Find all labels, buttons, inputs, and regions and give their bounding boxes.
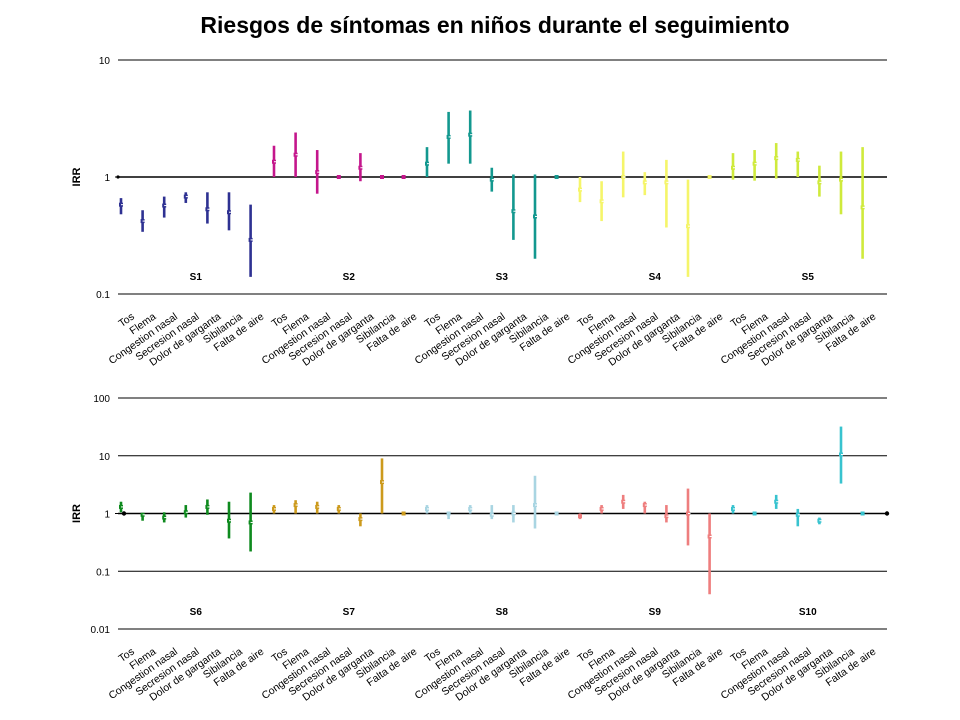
y-axis-label: IRR <box>71 167 83 186</box>
point-estimate <box>707 175 712 179</box>
group-label: S6 <box>190 607 203 618</box>
y-tick-label: 0.1 <box>96 290 110 301</box>
group-label: S8 <box>496 607 509 618</box>
point-estimate <box>336 175 341 179</box>
reference-dot-left <box>121 511 127 516</box>
point-estimate <box>446 511 451 516</box>
y-axis-label: IRR <box>71 504 83 523</box>
point-estimate <box>860 511 865 516</box>
y-tick-label: 0.1 <box>96 567 110 578</box>
group-label: S4 <box>649 272 662 283</box>
chart-title: Riesgos de síntomas en niños durante el … <box>200 12 790 38</box>
reference-dot-left <box>116 175 120 179</box>
group-label: S1 <box>190 272 203 283</box>
group-label: S10 <box>799 607 817 618</box>
y-tick-label: 10 <box>99 56 111 67</box>
point-estimate <box>401 175 406 179</box>
group-label: S2 <box>343 272 356 283</box>
point-estimate <box>401 511 406 516</box>
point-estimate <box>554 511 559 516</box>
y-tick-label: 1 <box>104 510 110 521</box>
y-tick-label: 1 <box>104 173 110 184</box>
y-tick-label: 100 <box>93 394 110 405</box>
group-label: S9 <box>649 607 662 618</box>
point-estimate <box>380 175 384 179</box>
y-tick-label: 0.01 <box>91 625 111 636</box>
y-tick-label: 10 <box>99 452 111 463</box>
reference-dot-right <box>884 511 890 516</box>
point-estimate <box>578 514 582 519</box>
group-label: S5 <box>802 272 815 283</box>
group-label: S3 <box>496 272 509 283</box>
point-estimate <box>752 511 757 516</box>
point-estimate <box>554 175 559 179</box>
group-label: S7 <box>343 607 356 618</box>
